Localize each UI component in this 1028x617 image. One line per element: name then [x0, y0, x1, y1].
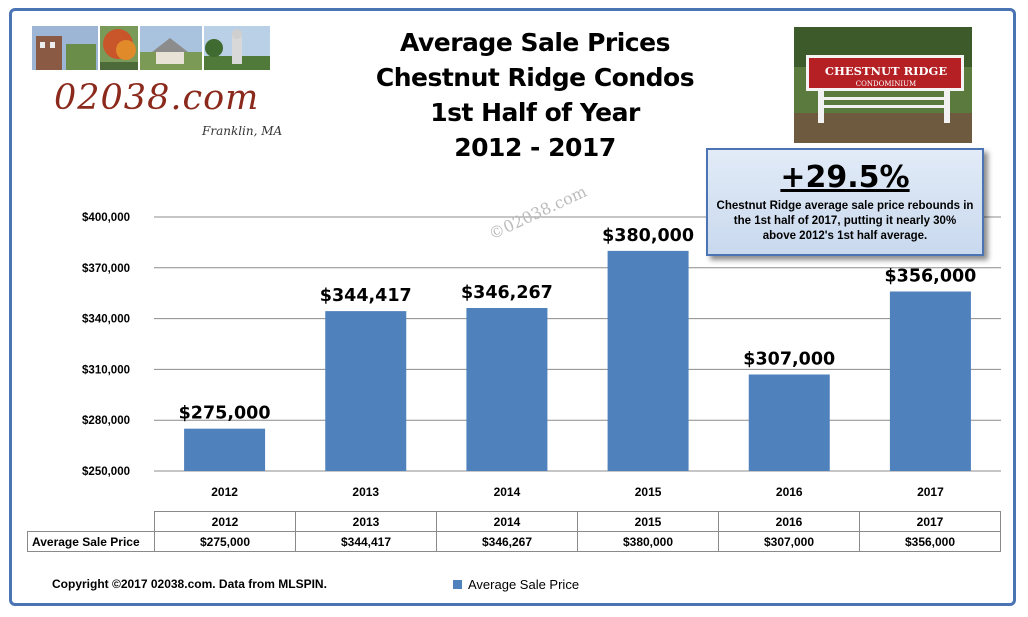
- data-table: 2012 2013 2014 2015 2016 2017 Average Sa…: [27, 511, 1001, 552]
- bar: [607, 250, 689, 471]
- data-label: $356,000: [884, 267, 976, 287]
- y-tick-label: $370,000: [82, 263, 130, 275]
- data-label: $275,000: [179, 404, 271, 424]
- chart-title-line-3: 1st Half of Year: [430, 98, 640, 127]
- table-cell: $275,000: [154, 531, 296, 552]
- x-tick-label: 2013: [352, 485, 379, 499]
- chart-title-line-1: Average Sale Prices: [400, 28, 670, 57]
- site-name-logo: 02038.com: [54, 78, 260, 118]
- data-label: $344,417: [320, 286, 412, 306]
- table-cell: $356,000: [859, 531, 1001, 552]
- table-row: Average Sale Price $275,000 $344,417 $34…: [27, 531, 1001, 552]
- x-tick-label: 2016: [776, 485, 803, 499]
- data-label: $346,267: [461, 283, 553, 303]
- table-header-cell: 2017: [859, 511, 1001, 532]
- data-label: $307,000: [743, 349, 835, 369]
- chart-title-line-2: Chestnut Ridge Condos: [375, 63, 695, 92]
- x-tick-label: 2014: [494, 485, 521, 499]
- x-tick-label: 2012: [211, 485, 238, 499]
- photo-thumbnail-3: [140, 26, 202, 70]
- table-header-cell: 2013: [295, 511, 437, 532]
- table-corner-cell: [27, 511, 155, 532]
- bar: [748, 374, 830, 471]
- table-row-label: Average Sale Price: [27, 531, 155, 552]
- site-town-logo: Franklin, MA: [202, 124, 283, 138]
- table-header-cell: 2015: [577, 511, 719, 532]
- table-header-cell: 2012: [154, 511, 296, 532]
- table-cell: $307,000: [718, 531, 860, 552]
- y-tick-label: $340,000: [82, 314, 130, 326]
- watermark-text: ©02038.com: [486, 182, 590, 244]
- x-tick-label: 2015: [635, 485, 662, 499]
- bar: [184, 428, 266, 471]
- table-cell: $344,417: [295, 531, 437, 552]
- bar: [889, 291, 971, 471]
- sign-text-line-2: CONDOMINIUM: [856, 80, 916, 88]
- photo-thumbnail-2: [100, 26, 138, 70]
- y-tick-label: $310,000: [82, 364, 130, 376]
- sign-photo-image: CHESTNUT RIDGE CONDOMINIUM: [794, 27, 972, 143]
- copyright-text: Copyright ©2017 02038.com. Data from MLS…: [52, 577, 327, 591]
- table-header-cell: 2014: [436, 511, 578, 532]
- photo-thumbnail-1: [32, 26, 98, 70]
- x-tick-label: 2017: [917, 485, 944, 499]
- callout-box: +29.5% Chestnut Ridge average sale price…: [706, 148, 984, 256]
- y-tick-label: $400,000: [82, 212, 130, 224]
- site-logo: 02038.com Franklin, MA: [32, 26, 298, 142]
- data-label: $380,000: [602, 226, 694, 246]
- chart-title-line-4: 2012 - 2017: [454, 133, 616, 162]
- y-tick-label: $250,000: [82, 466, 130, 478]
- table-cell: $380,000: [577, 531, 719, 552]
- legend-swatch: [453, 580, 462, 589]
- y-tick-label: $280,000: [82, 415, 130, 427]
- table-header-row: 2012 2013 2014 2015 2016 2017: [27, 511, 1001, 532]
- callout-body-text: Chestnut Ridge average sale price reboun…: [716, 200, 974, 242]
- bar: [325, 311, 407, 471]
- table-header-cell: 2016: [718, 511, 860, 532]
- chart-legend: Average Sale Price: [453, 577, 579, 592]
- bar: [466, 307, 548, 471]
- legend-label: Average Sale Price: [468, 577, 580, 592]
- callout-headline: +29.5%: [780, 160, 910, 195]
- photo-thumbnail-4: [204, 26, 270, 70]
- condominium-sign-photo: CHESTNUT RIDGE CONDOMINIUM: [794, 27, 972, 143]
- table-cell: $346,267: [436, 531, 578, 552]
- sign-text-line-1: CHESTNUT RIDGE: [825, 64, 947, 78]
